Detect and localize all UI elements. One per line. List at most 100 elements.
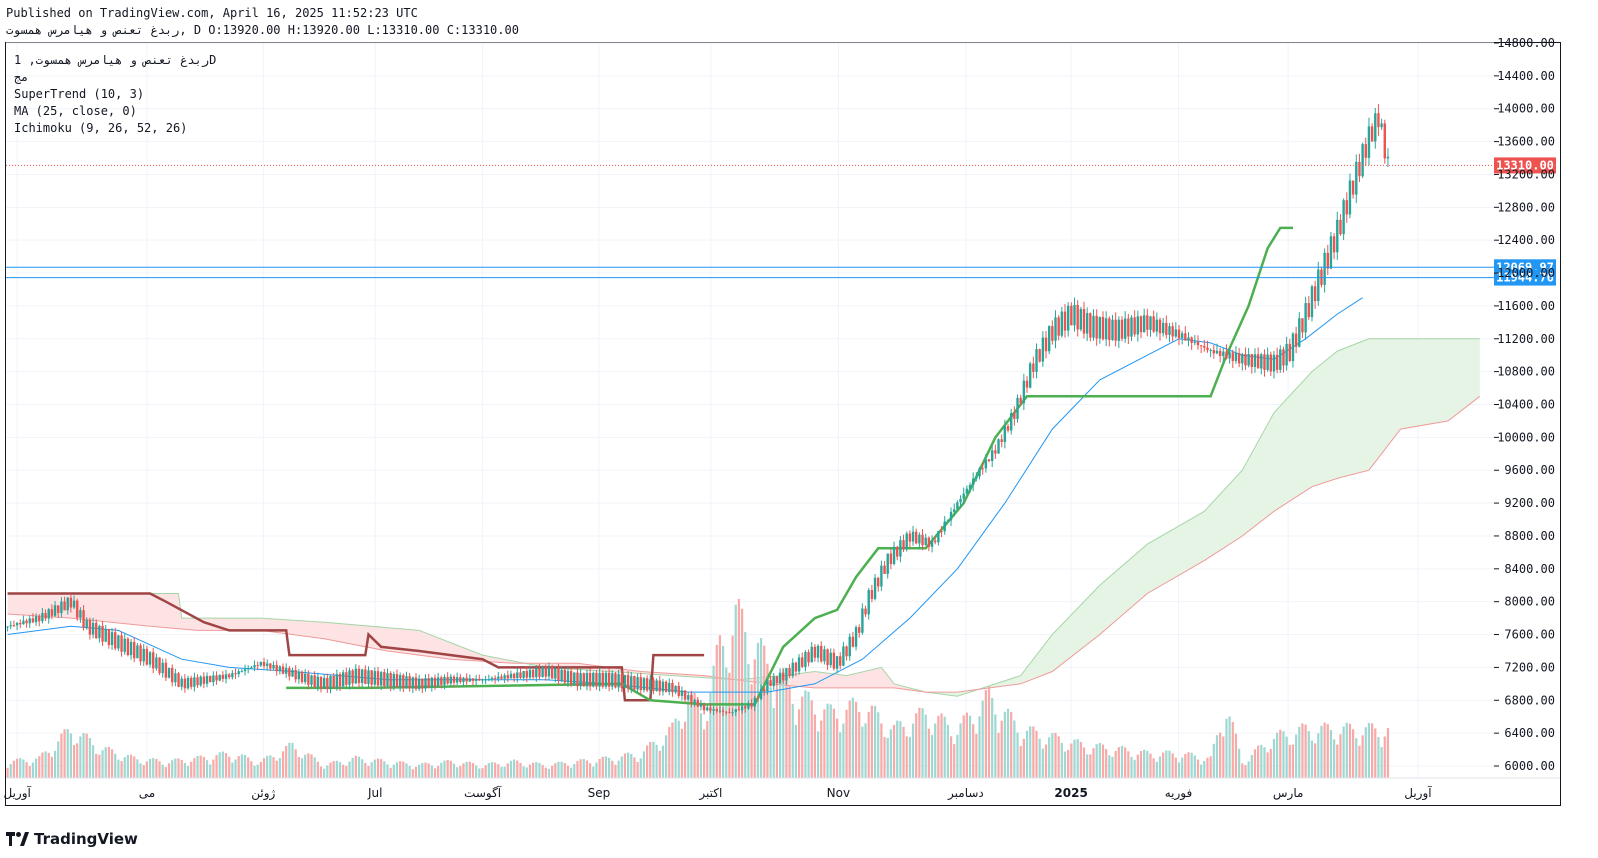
volume-bar [364, 763, 367, 778]
volume-bar [924, 714, 927, 778]
volume-bar [528, 764, 532, 778]
candle [1082, 301, 1086, 339]
candle [411, 676, 415, 693]
candle [345, 667, 348, 687]
y-tick-label: 14000.00 [1497, 102, 1555, 116]
candle [702, 702, 706, 715]
y-tick-label: 7600.00 [1504, 628, 1555, 642]
volume-bar [725, 667, 728, 778]
candle [326, 673, 329, 693]
volume-bar [47, 752, 50, 778]
volume-bar [414, 766, 418, 778]
candle [848, 633, 851, 661]
candle [1073, 297, 1076, 332]
tradingview-brand[interactable]: TradingView [6, 830, 138, 848]
y-tick-label: 8000.00 [1504, 595, 1555, 609]
candle [63, 596, 66, 611]
volume-bar [1200, 764, 1203, 778]
volume-bar [1048, 737, 1051, 778]
candle [525, 667, 529, 683]
candle [455, 672, 459, 686]
volume-bar [25, 762, 28, 778]
candle [133, 637, 136, 663]
volume-bar [997, 732, 1000, 778]
candle [937, 530, 940, 546]
volume-bar [1282, 731, 1285, 778]
volume-bar [1219, 732, 1222, 778]
volume-bar [107, 746, 111, 778]
volume-bar [335, 760, 338, 778]
volume-bar [1003, 711, 1006, 778]
candle [253, 660, 256, 672]
volume-bar [905, 736, 908, 778]
volume-bar [1019, 745, 1022, 778]
candle [576, 668, 579, 691]
volume-bar [649, 742, 652, 778]
candle [962, 487, 965, 505]
candle [246, 665, 250, 674]
legend-ma[interactable]: MA (25, close, 0) [14, 104, 137, 118]
candle [332, 672, 335, 689]
candle [1253, 348, 1257, 373]
volume-bar [892, 724, 896, 778]
y-tick-label: 11200.00 [1497, 332, 1555, 346]
candle [1386, 148, 1390, 168]
legend-supertrend[interactable]: SuperTrend (10, 3) [14, 87, 145, 101]
legend-symbol[interactable]: ربدغ تعنص و هیامرس همسوت, 1D [14, 53, 217, 67]
volume-bar [763, 645, 766, 778]
y-tick-label: 13200.00 [1497, 167, 1555, 181]
volume-bar [747, 664, 750, 778]
volume-bar [38, 756, 41, 778]
candle [284, 663, 288, 678]
volume-bar [1383, 736, 1386, 778]
volume-bar [1162, 752, 1165, 778]
candle [107, 628, 111, 649]
candle [994, 444, 997, 460]
candle [1294, 326, 1298, 354]
candle [1301, 318, 1304, 339]
candle [386, 668, 389, 688]
volume-bar [642, 751, 646, 778]
candle [493, 675, 497, 684]
volume-bar [300, 758, 304, 778]
candle [949, 507, 953, 527]
volume-bar [813, 714, 817, 778]
volume-bar [202, 756, 205, 778]
candle [538, 663, 541, 681]
volume-bar [323, 768, 326, 778]
volume-bar [943, 716, 946, 778]
volume-bar [243, 754, 247, 778]
volume-bar [560, 761, 563, 778]
volume-bar [44, 751, 47, 778]
volume-bar [516, 760, 519, 778]
volume-bar [921, 708, 924, 778]
volume-bar [1352, 729, 1355, 778]
candle [582, 672, 585, 687]
legend-ichimoku[interactable]: Ichimoku (9, 26, 52, 26) [14, 121, 188, 135]
volume-bar [766, 663, 769, 778]
candle [858, 624, 861, 638]
volume-bar [902, 726, 905, 778]
candle [38, 614, 41, 627]
candle [364, 665, 367, 685]
y-tick-label: 12800.00 [1497, 200, 1555, 214]
volume-bar [161, 764, 164, 778]
volume-bar [310, 754, 313, 778]
candle [1380, 118, 1383, 130]
volume-bar [1133, 759, 1136, 778]
candle [1092, 309, 1095, 341]
candle [1161, 317, 1165, 337]
volume-bar [475, 765, 478, 778]
candle [889, 548, 893, 570]
volume-bar [487, 763, 490, 778]
volume-bar [839, 732, 842, 778]
volume-bar [338, 762, 342, 778]
volume-bar [53, 750, 57, 778]
candle [531, 669, 535, 680]
candle [1222, 347, 1225, 363]
volume-bar [98, 754, 101, 778]
candle [288, 665, 291, 681]
candle [503, 673, 506, 684]
candle [709, 703, 712, 714]
